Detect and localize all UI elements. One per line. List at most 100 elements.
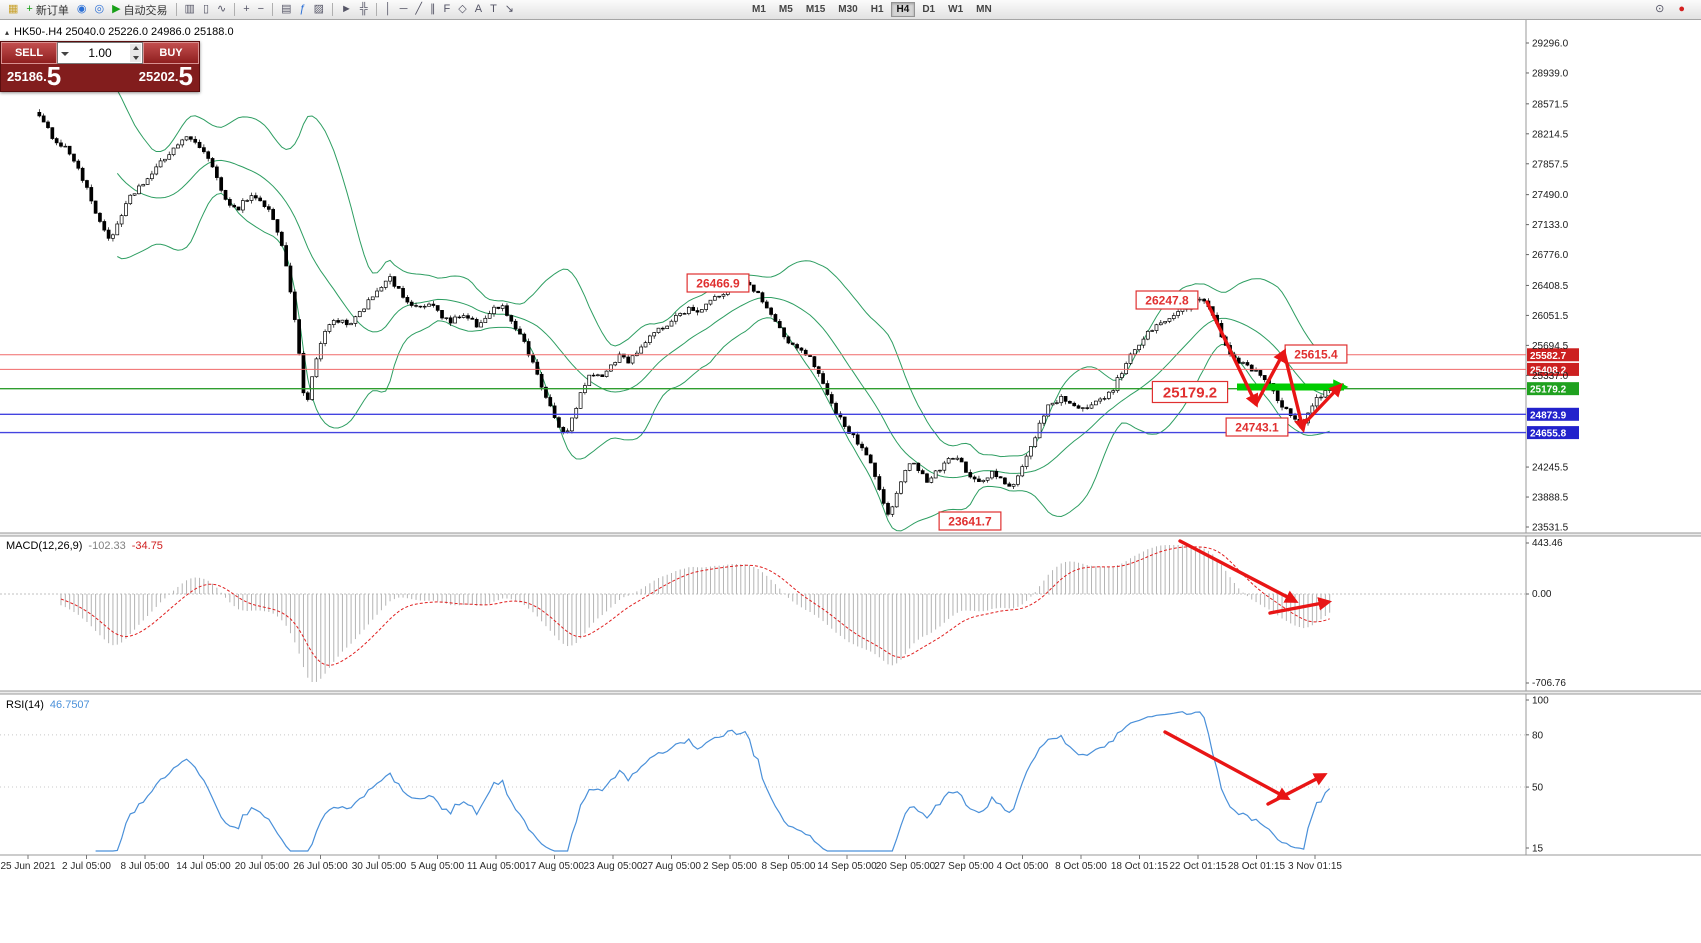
timeframe-button-m5[interactable]: M5 bbox=[773, 2, 799, 17]
svg-text:8 Oct 05:00: 8 Oct 05:00 bbox=[1055, 861, 1107, 872]
macd-value-signal: -34.75 bbox=[131, 540, 163, 552]
macd-name: MACD(12,26,9) bbox=[6, 540, 83, 552]
mql5-chat-icon[interactable]: ● bbox=[1674, 1, 1689, 18]
svg-text:30 Jul 05:00: 30 Jul 05:00 bbox=[352, 861, 407, 872]
crosshair-icon[interactable]: ╬ bbox=[356, 1, 372, 18]
timeframe-button-m15[interactable]: M15 bbox=[800, 2, 831, 17]
channel-icon[interactable]: ∥ bbox=[426, 1, 440, 18]
indicators-icon[interactable]: ƒ bbox=[296, 1, 310, 18]
vertical-line-icon[interactable]: │ bbox=[381, 1, 396, 18]
svg-text:20 Sep 05:00: 20 Sep 05:00 bbox=[876, 861, 936, 872]
svg-text:25408.2: 25408.2 bbox=[1530, 365, 1567, 376]
volume-dropdown-arrow-icon[interactable] bbox=[61, 52, 69, 60]
svg-text:443.46: 443.46 bbox=[1532, 538, 1563, 549]
profile-icon[interactable]: ◎ bbox=[90, 1, 108, 18]
new-order-button[interactable]: + 新订单 bbox=[22, 1, 72, 18]
tile-windows-icon[interactable]: ▤ bbox=[277, 1, 295, 18]
svg-text:28939.0: 28939.0 bbox=[1532, 68, 1569, 79]
spin-up-icon[interactable] bbox=[132, 46, 139, 50]
svg-text:25179.2: 25179.2 bbox=[1530, 385, 1567, 396]
auto-trading-button[interactable]: ▶ 自动交易 bbox=[108, 1, 171, 18]
svg-text:5 Aug 05:00: 5 Aug 05:00 bbox=[411, 861, 465, 872]
toolbar-right-icons: ⊙ ● bbox=[1651, 1, 1697, 18]
svg-text:4 Oct 05:00: 4 Oct 05:00 bbox=[997, 861, 1049, 872]
arrow-tool-icon[interactable]: ↘ bbox=[501, 1, 518, 18]
collapse-triangle-icon[interactable]: ▴ bbox=[5, 27, 10, 37]
macd-indicator-label: MACD(12,26,9) -102.33 -34.75 bbox=[6, 540, 163, 552]
new-order-button-label: 新订单 bbox=[35, 4, 69, 17]
svg-text:26 Jul 05:00: 26 Jul 05:00 bbox=[293, 861, 348, 872]
trendline-icon: ╱ bbox=[415, 3, 423, 15]
zoom-out-icon[interactable]: − bbox=[254, 1, 268, 18]
timeframe-button-mn[interactable]: MN bbox=[970, 2, 998, 17]
svg-text:15: 15 bbox=[1532, 844, 1544, 855]
symbol-ohlc-text: HK50-.H4 25040.0 25226.0 24986.0 25188.0 bbox=[14, 26, 234, 38]
toolbar-separator bbox=[175, 3, 177, 16]
svg-text:26051.5: 26051.5 bbox=[1532, 311, 1569, 322]
bar-chart-icon[interactable]: ▥ bbox=[181, 1, 199, 18]
text-icon: A bbox=[474, 3, 483, 15]
text-icon[interactable]: A bbox=[471, 1, 486, 18]
templates-icon: ▨ bbox=[313, 3, 325, 15]
crosshair-icon: ╬ bbox=[359, 3, 368, 15]
timeframe-button-h1[interactable]: H1 bbox=[865, 2, 890, 17]
spin-down-icon[interactable] bbox=[132, 56, 139, 60]
svg-text:50: 50 bbox=[1532, 783, 1544, 794]
sell-price[interactable]: 25186. 5 bbox=[7, 61, 62, 91]
search-icon[interactable]: ⊙ bbox=[1651, 1, 1668, 18]
profile-icon: ◎ bbox=[94, 3, 105, 15]
text-label-icon[interactable]: T bbox=[486, 1, 501, 18]
sell-price-point: . bbox=[43, 69, 47, 85]
candlestick-chart-icon[interactable]: ▯ bbox=[199, 1, 213, 18]
timeframe-button-w1[interactable]: W1 bbox=[942, 2, 969, 17]
charts-window-icon[interactable]: ▦ bbox=[4, 1, 22, 18]
fibonacci-icon[interactable]: F bbox=[440, 1, 455, 18]
charts-window-icon: ▦ bbox=[8, 3, 19, 15]
svg-text:25694.5: 25694.5 bbox=[1532, 341, 1569, 352]
buy-button[interactable]: BUY bbox=[143, 42, 199, 64]
vertical-line-icon: │ bbox=[384, 3, 392, 15]
cursor-icon[interactable]: ► bbox=[337, 1, 356, 18]
svg-text:27133.0: 27133.0 bbox=[1532, 220, 1569, 231]
volume-value[interactable]: 1.00 bbox=[88, 46, 112, 60]
buy-price-point: . bbox=[174, 69, 179, 85]
svg-text:23 Aug 05:00: 23 Aug 05:00 bbox=[584, 861, 643, 872]
shapes-icon: ◇ bbox=[458, 3, 467, 15]
one-click-trading-widget: SELL 1.00 BUY 25186. 5 25202. 5 bbox=[0, 41, 200, 92]
templates-icon[interactable]: ▨ bbox=[310, 1, 328, 18]
auto-trading-button-label: 自动交易 bbox=[123, 4, 168, 17]
arrow-tool-icon: ↘ bbox=[504, 3, 515, 15]
shapes-icon[interactable]: ◇ bbox=[454, 1, 470, 18]
sell-price-main: 25186 bbox=[7, 69, 44, 85]
svg-text:24655.8: 24655.8 bbox=[1530, 429, 1567, 440]
svg-text:28 Oct 01:15: 28 Oct 01:15 bbox=[1228, 861, 1286, 872]
mql5-community-icon: ◉ bbox=[76, 3, 87, 15]
toolbar-separator bbox=[332, 3, 334, 16]
chart-canvas[interactable]: 25582.7 25408.2 25179.2 24873.9 24655.8 29296… bbox=[0, 20, 1701, 943]
zoom-in-icon[interactable]: + bbox=[239, 1, 253, 18]
timeframe-button-h4[interactable]: H4 bbox=[890, 2, 916, 17]
cursor-icon: ► bbox=[341, 3, 352, 15]
sell-price-big: 5 bbox=[46, 61, 62, 91]
channel-icon: ∥ bbox=[430, 3, 436, 15]
sell-button[interactable]: SELL bbox=[1, 42, 57, 64]
line-chart-icon[interactable]: ∿ bbox=[213, 1, 230, 18]
mql5-community-icon[interactable]: ◉ bbox=[73, 1, 91, 18]
buy-price[interactable]: 25202. 5 bbox=[139, 63, 193, 89]
trendline-icon[interactable]: ╱ bbox=[411, 1, 426, 18]
svg-text:18 Oct 01:15: 18 Oct 01:15 bbox=[1111, 861, 1169, 872]
horizontal-line-icon[interactable]: ─ bbox=[396, 1, 412, 18]
rsi-indicator-label: RSI(14) 46.7507 bbox=[6, 699, 90, 711]
svg-text:23531.5: 23531.5 bbox=[1532, 523, 1569, 534]
svg-text:8 Jul 05:00: 8 Jul 05:00 bbox=[121, 861, 170, 872]
svg-text:27857.5: 27857.5 bbox=[1532, 159, 1569, 170]
svg-text:27490.0: 27490.0 bbox=[1532, 190, 1569, 201]
timeframe-button-m1[interactable]: M1 bbox=[746, 2, 772, 17]
timeframe-button-m30[interactable]: M30 bbox=[832, 2, 863, 17]
svg-text:26776.0: 26776.0 bbox=[1532, 250, 1569, 261]
svg-text:3 Nov 01:15: 3 Nov 01:15 bbox=[1288, 861, 1342, 872]
timeframe-switcher: M1 M5 M15 M30 H1 H4 D1 W1 MN bbox=[746, 2, 998, 17]
timeframe-button-d1[interactable]: D1 bbox=[916, 2, 941, 17]
svg-text:100: 100 bbox=[1532, 696, 1549, 707]
volume-spinner[interactable] bbox=[130, 44, 141, 62]
